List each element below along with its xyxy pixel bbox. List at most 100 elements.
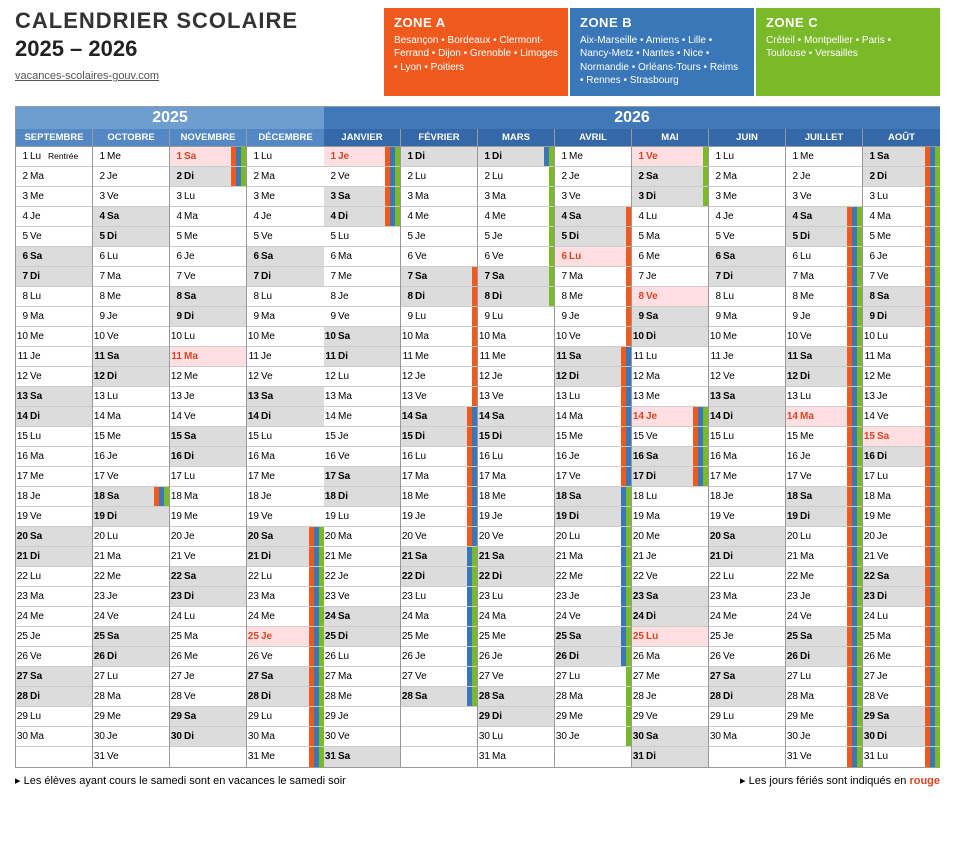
- zone-stripes: [847, 287, 862, 306]
- day-abbr: Sa: [261, 531, 279, 542]
- day-number: 10: [93, 331, 107, 342]
- day-abbr: Sa: [569, 491, 587, 502]
- day-number: 8: [555, 291, 569, 302]
- day-cell: 5Di: [555, 227, 631, 247]
- zone-A: ZONE ABesançon • Bordeaux • Clermont-Fer…: [384, 8, 568, 96]
- day-cell: 24Ma: [401, 607, 477, 627]
- day-cell: 24Di: [632, 607, 708, 627]
- day-cell: 22Di: [401, 567, 477, 587]
- day-number: 16: [401, 451, 415, 462]
- day-abbr: Ma: [877, 211, 895, 222]
- day-abbr: Di: [184, 451, 202, 462]
- day-number: 25: [16, 631, 30, 642]
- day-cell: 25Sa: [93, 627, 169, 647]
- zone-stripes: [847, 607, 862, 626]
- day-abbr: Je: [415, 651, 433, 662]
- month-header: OCTOBRE: [93, 129, 169, 147]
- day-number: 21: [709, 551, 723, 562]
- day-cell: 27Je: [170, 667, 246, 687]
- day-cell: 18Di: [324, 487, 400, 507]
- stripe-C: [857, 547, 862, 566]
- stripe-B: [472, 427, 477, 446]
- day-number: 21: [93, 551, 107, 562]
- day-abbr: Ve: [800, 611, 818, 622]
- day-cell: 2Lu: [401, 167, 477, 187]
- zone-stripes: [847, 307, 862, 326]
- day-number: 24: [93, 611, 107, 622]
- stripe-C: [857, 307, 862, 326]
- day-abbr: Lu: [184, 611, 202, 622]
- day-abbr: Ve: [184, 551, 202, 562]
- day-abbr: Ma: [415, 331, 433, 342]
- source-url[interactable]: vacances-scolaires-gouv.com: [15, 70, 159, 82]
- day-number: 24: [247, 611, 261, 622]
- day-abbr: Lu: [338, 651, 356, 662]
- day-abbr: Sa: [877, 571, 895, 582]
- day-abbr: Ve: [338, 591, 356, 602]
- day-number: 2: [786, 171, 800, 182]
- day-abbr: Lu: [107, 251, 125, 262]
- day-number: 1: [401, 151, 415, 162]
- zone-stripes: [703, 187, 708, 206]
- day-abbr: Lu: [415, 171, 433, 182]
- day-number: 10: [247, 331, 261, 342]
- stripe-C: [395, 207, 400, 226]
- day-number: 10: [401, 331, 415, 342]
- day-number: 4: [709, 211, 723, 222]
- month-header: NOVEMBRE: [170, 129, 246, 147]
- day-cell: 26Di: [555, 647, 631, 667]
- day-number: 30: [170, 731, 184, 742]
- day-cell: 1Lu: [709, 147, 785, 167]
- day-number: 8: [786, 291, 800, 302]
- zone-stripes: [467, 467, 477, 486]
- day-cell: 12Je: [478, 367, 554, 387]
- day-abbr: Di: [261, 551, 279, 562]
- day-number: 3: [247, 191, 261, 202]
- zone-cities: Créteil • Montpellier • Paris • Toulouse…: [766, 34, 930, 61]
- zone-stripes: [703, 167, 708, 186]
- day-abbr: Me: [646, 531, 664, 542]
- day-abbr: Lu: [415, 311, 433, 322]
- day-abbr: Ma: [30, 591, 48, 602]
- day-cell: 13Lu: [786, 387, 862, 407]
- day-number: 26: [401, 651, 415, 662]
- day-abbr: Ve: [338, 451, 356, 462]
- stripe-C: [935, 247, 940, 266]
- day-abbr: Sa: [338, 751, 356, 762]
- day-abbr: Ma: [107, 551, 125, 562]
- day-number: 3: [16, 191, 30, 202]
- day-cell: 23Sa: [632, 587, 708, 607]
- day-number: 10: [709, 331, 723, 342]
- day-cell: 30Je: [93, 727, 169, 747]
- day-cell: 26Me: [863, 647, 940, 667]
- zone-stripes: [467, 447, 477, 466]
- day-cell: 1Me: [93, 147, 169, 167]
- day-number: 11: [170, 351, 184, 362]
- day-abbr: Sa: [800, 631, 818, 642]
- day-number: 29: [786, 711, 800, 722]
- day-abbr: Ve: [877, 411, 895, 422]
- day-number: 3: [170, 191, 184, 202]
- day-abbr: Me: [800, 151, 818, 162]
- day-number: 26: [863, 651, 877, 662]
- stripe-C: [626, 727, 631, 746]
- day-abbr: Me: [107, 431, 125, 442]
- day-number: 19: [401, 511, 415, 522]
- day-number: 20: [709, 531, 723, 542]
- day-number: 10: [786, 331, 800, 342]
- zone-cities: Aix-Marseille • Amiens • Lille • Nancy-M…: [580, 34, 744, 88]
- day-abbr: Lu: [415, 451, 433, 462]
- day-abbr: Me: [261, 471, 279, 482]
- day-number: 13: [863, 391, 877, 402]
- zone-stripes: [467, 427, 477, 446]
- zone-stripes: [621, 387, 631, 406]
- day-abbr: Lu: [415, 591, 433, 602]
- year-2026: 2026JANVIER1Je2Ve3Sa4Di5Lu6Ma7Me8Je9Ve10…: [324, 107, 940, 767]
- day-cell: 23Lu: [401, 587, 477, 607]
- stripe-C: [703, 447, 708, 466]
- day-abbr: Me: [646, 391, 664, 402]
- day-cell: 26Di: [786, 647, 862, 667]
- day-cell: 24Lu: [863, 607, 940, 627]
- day-cell: 2Ma: [16, 167, 92, 187]
- day-cell: 12Me: [863, 367, 940, 387]
